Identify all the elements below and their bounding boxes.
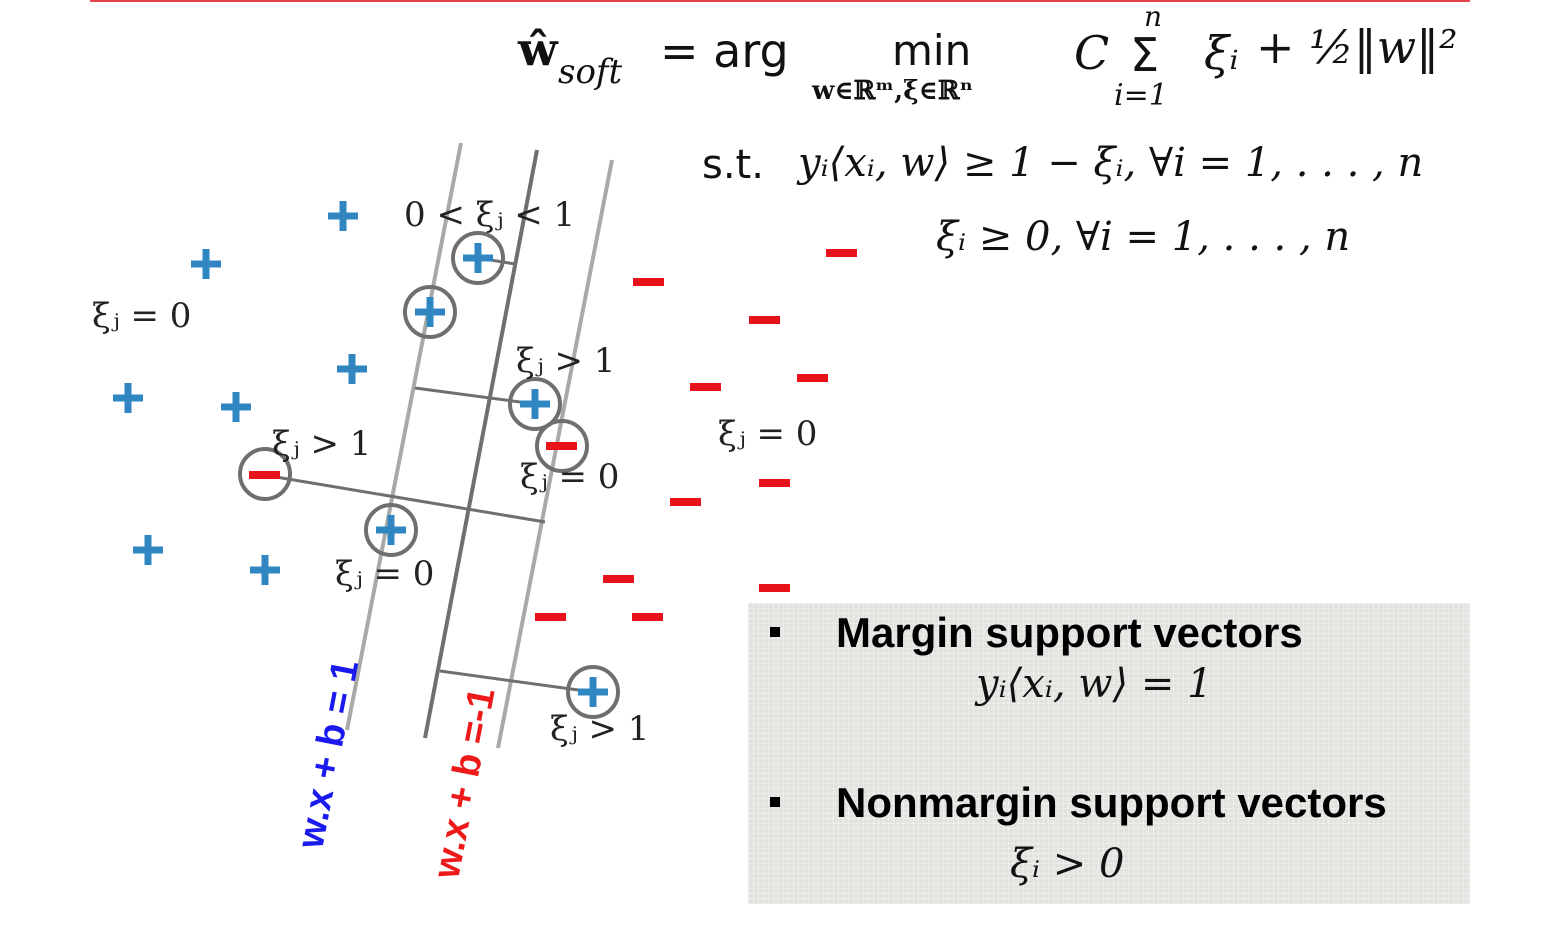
positive-point	[578, 677, 608, 707]
positive-point	[221, 392, 251, 422]
negative-point	[535, 613, 566, 621]
subject-to-label: s.t.	[702, 142, 764, 188]
slack-label-zero: ξⱼ = 0	[718, 414, 817, 454]
negative-point	[690, 383, 721, 391]
negative-point	[826, 249, 857, 257]
positive-point	[113, 383, 143, 413]
negative-point	[603, 575, 634, 583]
slack-label-zero: ξⱼ = 0	[92, 296, 191, 336]
positive-point	[415, 297, 445, 327]
support-vector-circle	[535, 419, 589, 473]
positive-point	[191, 249, 221, 279]
support-vector-legend: Margin support vectors yᵢ⟨xᵢ, w⟩ = 1 Non…	[748, 603, 1470, 904]
negative-point	[249, 471, 280, 479]
positive-point	[328, 201, 358, 231]
positive-point	[337, 354, 367, 384]
slack-label-zero: ξⱼ = 0	[520, 457, 619, 497]
negative-point	[632, 613, 663, 621]
nonmargin-support-title: Nonmargin support vectors	[836, 779, 1387, 826]
support-vector-circle	[238, 447, 292, 501]
positive-point	[463, 243, 493, 273]
xi-i-term: ξᵢ	[1204, 26, 1239, 80]
optimization-formula: ŵ soft = arg min w∈ℝᵐ,ξ∈ℝⁿ C n Σ i=1 ξᵢ …	[0, 0, 1558, 300]
negative-point	[670, 498, 701, 506]
negative-margin-label: w.x + b =-1	[425, 684, 503, 882]
positive-point	[133, 535, 163, 565]
equals-arg: = arg	[660, 24, 789, 78]
margin-support-formula: yᵢ⟨xᵢ, w⟩ = 1	[976, 661, 1213, 707]
min-operator: min	[892, 26, 972, 75]
bullet-icon	[770, 797, 780, 807]
w-hat-subscript: soft	[558, 52, 623, 92]
slack-segment	[414, 386, 536, 406]
bullet-icon	[770, 627, 780, 637]
negative-point	[633, 278, 664, 286]
nonmargin-support-formula: ξᵢ > 0	[1010, 841, 1125, 887]
min-subscript: w∈ℝᵐ,ξ∈ℝⁿ	[812, 76, 973, 106]
positive-margin-line	[345, 142, 463, 731]
negative-point	[759, 479, 790, 487]
constraint-nonnegative: ξᵢ ≥ 0, ∀i = 1, . . . , n	[936, 214, 1351, 260]
top-rule	[90, 0, 1470, 2]
w-hat: ŵ	[518, 22, 558, 76]
negative-point	[759, 584, 790, 592]
positive-point	[376, 515, 406, 545]
positive-point	[520, 389, 550, 419]
slack-label-gt1: ξⱼ > 1	[516, 341, 615, 381]
slack-label-zero: ξⱼ = 0	[335, 554, 434, 594]
support-vector-circle	[364, 503, 418, 557]
margin-support-title: Margin support vectors	[836, 609, 1303, 656]
decision-boundary-line	[423, 149, 539, 739]
support-vector-circle	[451, 231, 505, 285]
slack-segment	[263, 473, 546, 524]
negative-point	[797, 374, 828, 382]
positive-point	[250, 555, 280, 585]
support-vector-circle	[508, 377, 562, 431]
sum-sign: Σ	[1130, 28, 1160, 82]
slack-label-between: 0 < ξⱼ < 1	[404, 195, 575, 235]
negative-point	[749, 316, 780, 324]
sum-lower-limit: i=1	[1114, 78, 1168, 113]
support-vector-circle	[566, 665, 620, 719]
sum-upper-limit: n	[1144, 0, 1163, 33]
c-constant: C	[1074, 26, 1110, 80]
slack-label-gt1: ξⱼ > 1	[272, 424, 371, 464]
support-vector-circle	[403, 285, 457, 339]
constraint-margin: yᵢ⟨xᵢ, w⟩ ≥ 1 − ξᵢ, ∀i = 1, . . . , n	[798, 140, 1424, 186]
slack-label-gt1: ξⱼ > 1	[550, 709, 649, 749]
regularizer-term: + ½‖w‖²	[1256, 20, 1458, 74]
positive-margin-label: w.x + b = 1	[289, 656, 367, 852]
negative-point	[546, 442, 577, 450]
negative-margin-line	[496, 159, 614, 749]
